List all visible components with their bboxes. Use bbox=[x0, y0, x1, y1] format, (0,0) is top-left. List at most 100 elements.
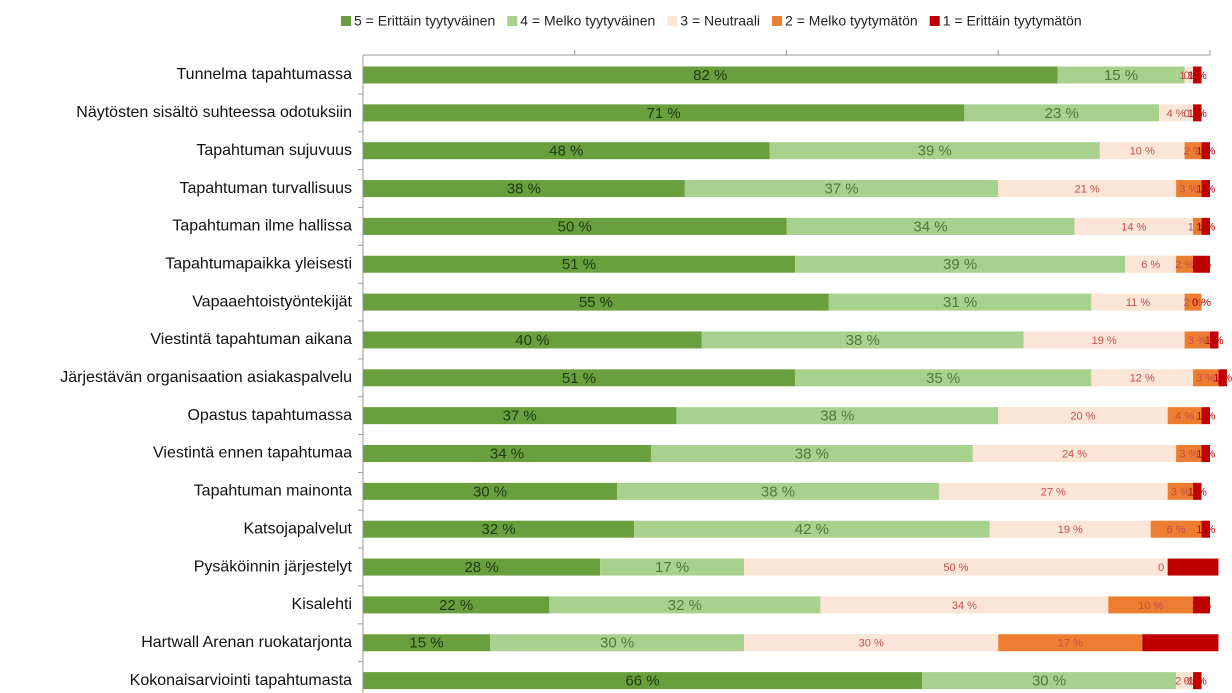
bar-segment bbox=[634, 520, 990, 538]
bar-segment bbox=[786, 217, 1075, 235]
category-label: Viestintä tapahtuman aikana bbox=[150, 331, 352, 348]
bar-segment bbox=[1201, 520, 1210, 538]
bar-segment bbox=[794, 255, 1126, 273]
category-label: Tapahtuman sujuvuus bbox=[196, 142, 352, 159]
data-label: 34 % bbox=[490, 445, 524, 462]
bar-segment bbox=[363, 66, 1058, 84]
data-label: 10 % bbox=[1130, 146, 1155, 158]
data-label: 42 % bbox=[795, 521, 829, 538]
bar-segment bbox=[794, 369, 1092, 387]
data-label: 21 % bbox=[1075, 183, 1100, 195]
bar-segment bbox=[1091, 293, 1185, 311]
data-label: 1 % bbox=[1196, 448, 1215, 460]
data-label: 24 % bbox=[1062, 448, 1087, 460]
bar-segment bbox=[701, 331, 1024, 349]
bar-segment bbox=[744, 634, 999, 652]
data-label: 31 % bbox=[943, 294, 977, 311]
category-label: Pysäköinnin järjestelyt bbox=[194, 558, 353, 575]
legend-label: 4 = Melko tyytyväinen bbox=[520, 13, 655, 29]
bar-segment bbox=[363, 672, 923, 690]
bar-segment bbox=[363, 255, 795, 273]
bar-segment bbox=[1074, 217, 1194, 235]
bar-segment bbox=[1108, 596, 1194, 614]
category-label: Vapaaehtoistyöntekijät bbox=[192, 293, 352, 310]
bar-segment bbox=[1201, 180, 1210, 198]
data-label: 9 % bbox=[1171, 638, 1190, 650]
data-label: 48 % bbox=[549, 143, 583, 160]
bar-segment bbox=[922, 672, 1177, 690]
legend: 5 = Erittäin tyytyväinen 4 = Melko tyytyv… bbox=[341, 13, 1082, 29]
bar-segment bbox=[363, 104, 965, 122]
data-label: 1 % bbox=[1196, 146, 1215, 158]
data-label: 55 % bbox=[579, 294, 613, 311]
data-label: 12 % bbox=[1130, 373, 1155, 385]
data-label: 15 % bbox=[409, 635, 443, 652]
data-label: 32 % bbox=[668, 597, 702, 614]
bar-segment bbox=[363, 293, 829, 311]
bar-segment bbox=[769, 142, 1100, 160]
bar-segment bbox=[1193, 66, 1202, 84]
data-label: 2 % bbox=[1175, 676, 1194, 688]
bar-segment bbox=[1125, 255, 1177, 273]
bar-segment bbox=[1167, 407, 1202, 425]
data-label: 1 % bbox=[1196, 524, 1215, 536]
bar-segment bbox=[1176, 180, 1202, 198]
legend-swatch bbox=[341, 16, 351, 26]
data-label: 40 % bbox=[515, 332, 549, 349]
data-label: 3 % bbox=[1179, 448, 1198, 460]
data-label: 1 % bbox=[1196, 221, 1215, 233]
data-label: 37 % bbox=[824, 181, 858, 198]
data-label: 82 % bbox=[693, 67, 727, 84]
data-label: 39 % bbox=[918, 143, 952, 160]
data-label: 3 % bbox=[1196, 373, 1215, 385]
data-label: 38 % bbox=[795, 445, 829, 462]
data-label: 2 % bbox=[1192, 259, 1211, 271]
bar-segment bbox=[1176, 255, 1194, 273]
data-label: 23 % bbox=[1045, 105, 1079, 122]
bar-segment bbox=[1218, 369, 1227, 387]
data-label: 34 % bbox=[952, 600, 977, 612]
data-label: 39 % bbox=[943, 256, 977, 273]
bar-segment bbox=[549, 596, 821, 614]
bar-segment bbox=[1159, 104, 1194, 122]
bar-segment bbox=[1193, 672, 1202, 690]
data-label: 2 % bbox=[1192, 600, 1211, 612]
data-label: 34 % bbox=[913, 218, 947, 235]
legend-label: 2 = Melko tyytymätön bbox=[785, 13, 918, 29]
bar-segment bbox=[1193, 104, 1202, 122]
bar-segment bbox=[363, 482, 618, 500]
data-label: 1 % bbox=[1188, 70, 1207, 82]
data-label: 51 % bbox=[562, 256, 596, 273]
category-label: Katsojapalvelut bbox=[243, 520, 352, 537]
data-label: 50 % bbox=[943, 562, 968, 574]
data-label: 3 % bbox=[1171, 486, 1190, 498]
bar-segment bbox=[1150, 520, 1202, 538]
data-label: 4 % bbox=[1175, 411, 1194, 423]
bar-segment bbox=[1193, 482, 1202, 500]
data-label: 50 % bbox=[558, 218, 592, 235]
bar-segment bbox=[363, 520, 635, 538]
bar-segment bbox=[650, 445, 973, 462]
legend-swatch bbox=[772, 16, 783, 26]
data-label: 37 % bbox=[503, 408, 537, 425]
data-label: 19 % bbox=[1058, 524, 1083, 536]
data-label: 1 % bbox=[1196, 411, 1215, 423]
data-label: 3 % bbox=[1179, 183, 1198, 195]
bar-segment bbox=[1099, 142, 1185, 160]
bar-segment bbox=[998, 634, 1143, 652]
bar-segment bbox=[1184, 293, 1202, 311]
data-label: 35 % bbox=[926, 370, 960, 387]
bar-segment bbox=[998, 407, 1168, 425]
data-label: 2 % bbox=[1184, 297, 1203, 309]
data-label: 0 % bbox=[1192, 297, 1211, 309]
bar-segment bbox=[1184, 331, 1210, 349]
data-label: 19 % bbox=[1092, 335, 1117, 347]
data-label: 17 % bbox=[655, 559, 689, 576]
data-label: 30 % bbox=[1032, 673, 1066, 690]
data-label: 2 % bbox=[1175, 259, 1194, 271]
data-label: 32 % bbox=[481, 521, 515, 538]
legend-swatch bbox=[507, 16, 518, 26]
bar-segment bbox=[1193, 255, 1210, 273]
data-label: 1 % bbox=[1188, 108, 1207, 120]
